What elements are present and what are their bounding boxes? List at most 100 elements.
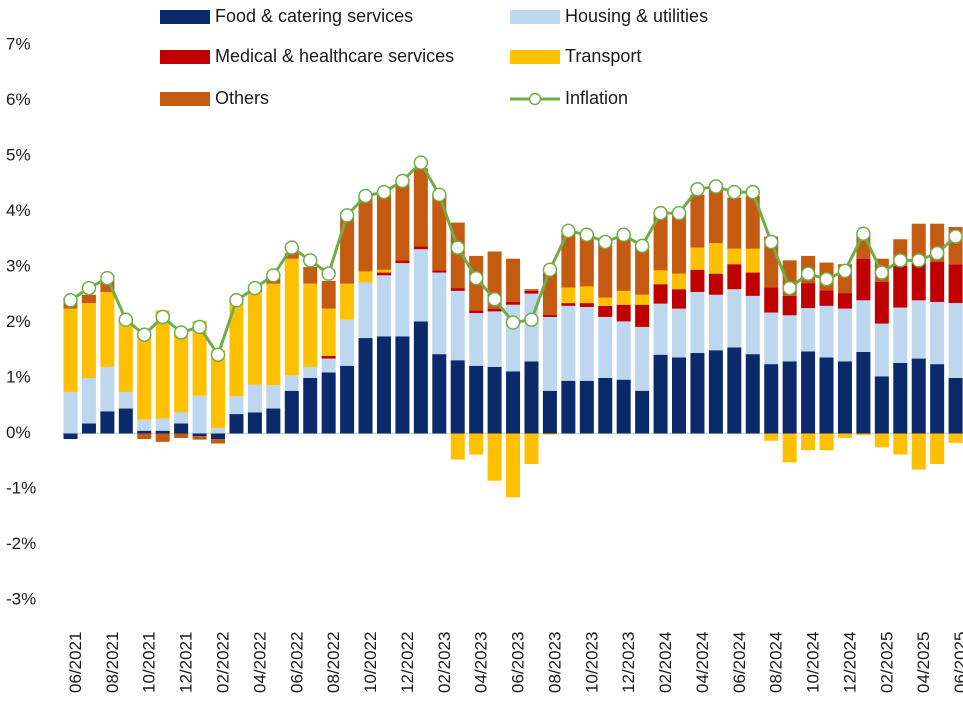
bar-segment bbox=[63, 308, 78, 392]
bar-segment bbox=[837, 433, 852, 438]
inflation-marker bbox=[763, 234, 779, 250]
inflation-marker bbox=[266, 268, 281, 283]
bar-segment bbox=[856, 433, 871, 436]
bar-segment bbox=[727, 289, 742, 348]
bar-segment bbox=[837, 308, 852, 362]
bar-segment bbox=[948, 433, 963, 443]
bar-segment bbox=[100, 366, 115, 412]
inflation-marker bbox=[542, 262, 558, 278]
inflation-marker bbox=[874, 265, 890, 280]
bar-segment bbox=[598, 316, 613, 378]
inflation-marker bbox=[321, 266, 336, 281]
bar-segment bbox=[690, 353, 705, 434]
bar-segment bbox=[506, 258, 521, 302]
bar-segment bbox=[174, 412, 189, 424]
bar-segment bbox=[727, 197, 742, 249]
x-tick-label: 02/2023 bbox=[435, 632, 454, 693]
bar-segment bbox=[782, 361, 797, 434]
bar-segment bbox=[598, 297, 613, 306]
bar-segment bbox=[395, 263, 410, 337]
y-tick-label: 3% bbox=[6, 256, 31, 275]
bar-segment bbox=[321, 280, 336, 309]
x-tick-label: 08/2021 bbox=[103, 632, 122, 693]
bar-segment bbox=[672, 308, 687, 358]
bar-segment bbox=[911, 223, 926, 262]
bar-segment bbox=[579, 380, 594, 434]
bar-segment bbox=[100, 411, 115, 434]
inflation-marker bbox=[432, 187, 447, 203]
legend-swatch bbox=[160, 50, 210, 64]
bar-segment bbox=[690, 269, 705, 292]
bar-segment bbox=[137, 336, 152, 420]
bar-segment bbox=[524, 289, 539, 291]
bar-segment bbox=[837, 293, 852, 309]
bar-segment bbox=[708, 243, 723, 274]
bar-segment bbox=[340, 283, 355, 320]
inflation-marker bbox=[708, 179, 724, 194]
bar-segment bbox=[819, 290, 834, 306]
inflation-marker bbox=[487, 291, 502, 307]
bar-segment bbox=[561, 303, 576, 306]
inflation-marker bbox=[450, 240, 465, 255]
bar-segment bbox=[376, 336, 391, 434]
bar-segment bbox=[579, 286, 594, 304]
bar-segment bbox=[266, 385, 281, 409]
bar-segment bbox=[155, 418, 170, 431]
legend-swatch bbox=[160, 92, 210, 106]
bar-segment bbox=[930, 364, 945, 434]
inflation-marker bbox=[929, 245, 945, 261]
x-tick-label: 10/2022 bbox=[361, 632, 380, 693]
bar-segment bbox=[487, 308, 502, 312]
bar-segment bbox=[432, 194, 447, 271]
x-tick-label: 04/2024 bbox=[693, 632, 712, 693]
bar-segment bbox=[542, 390, 557, 434]
bar-segment bbox=[579, 306, 594, 381]
x-tick-label: 08/2023 bbox=[545, 632, 564, 693]
bar-segment bbox=[561, 233, 576, 288]
bar-segment bbox=[100, 280, 115, 292]
inflation-marker bbox=[468, 270, 484, 286]
inflation-marker bbox=[800, 266, 816, 281]
bar-segment bbox=[653, 303, 668, 355]
bar-segment bbox=[358, 271, 373, 283]
x-tick-label: 12/2021 bbox=[177, 632, 196, 693]
y-tick-label: 4% bbox=[6, 201, 31, 220]
bar-segment bbox=[63, 433, 78, 440]
bar-segment bbox=[635, 326, 650, 391]
bar-segment bbox=[727, 264, 742, 290]
bar-segment bbox=[542, 433, 557, 435]
bar-segment bbox=[174, 423, 189, 434]
bar-segment bbox=[506, 371, 521, 434]
bar-segment bbox=[893, 363, 908, 434]
bar-segment bbox=[284, 258, 299, 376]
bar-segment bbox=[598, 242, 613, 298]
legend-label: Transport bbox=[565, 46, 641, 66]
bar-segment bbox=[911, 433, 926, 470]
bar-segment bbox=[874, 376, 889, 434]
bar-segment bbox=[524, 361, 539, 434]
bar-segment bbox=[211, 439, 226, 444]
bar-segment bbox=[137, 430, 152, 434]
bar-segment bbox=[911, 261, 926, 301]
bar-segment bbox=[211, 350, 226, 428]
bar-segment bbox=[708, 273, 723, 295]
bar-segment bbox=[469, 365, 484, 434]
bar-segment bbox=[340, 217, 355, 284]
x-tick-label: 06/2022 bbox=[287, 632, 306, 693]
y-tick-label: 7% bbox=[6, 34, 31, 53]
bar-segment bbox=[247, 412, 262, 434]
bar-segment bbox=[450, 360, 465, 434]
x-tick-label: 12/2023 bbox=[619, 632, 638, 693]
bar-segment bbox=[432, 270, 447, 273]
bar-segment bbox=[211, 427, 226, 434]
inflation-marker bbox=[358, 188, 373, 204]
inflation-marker bbox=[81, 280, 97, 296]
bar-segment bbox=[579, 303, 594, 307]
bar-segment bbox=[727, 248, 742, 265]
bar-segment bbox=[672, 289, 687, 309]
x-tick-label: 08/2024 bbox=[767, 632, 786, 693]
inflation-marker bbox=[634, 238, 650, 254]
inflation-marker bbox=[192, 319, 207, 335]
inflation-marker bbox=[247, 280, 263, 296]
bar-segment bbox=[948, 303, 963, 378]
